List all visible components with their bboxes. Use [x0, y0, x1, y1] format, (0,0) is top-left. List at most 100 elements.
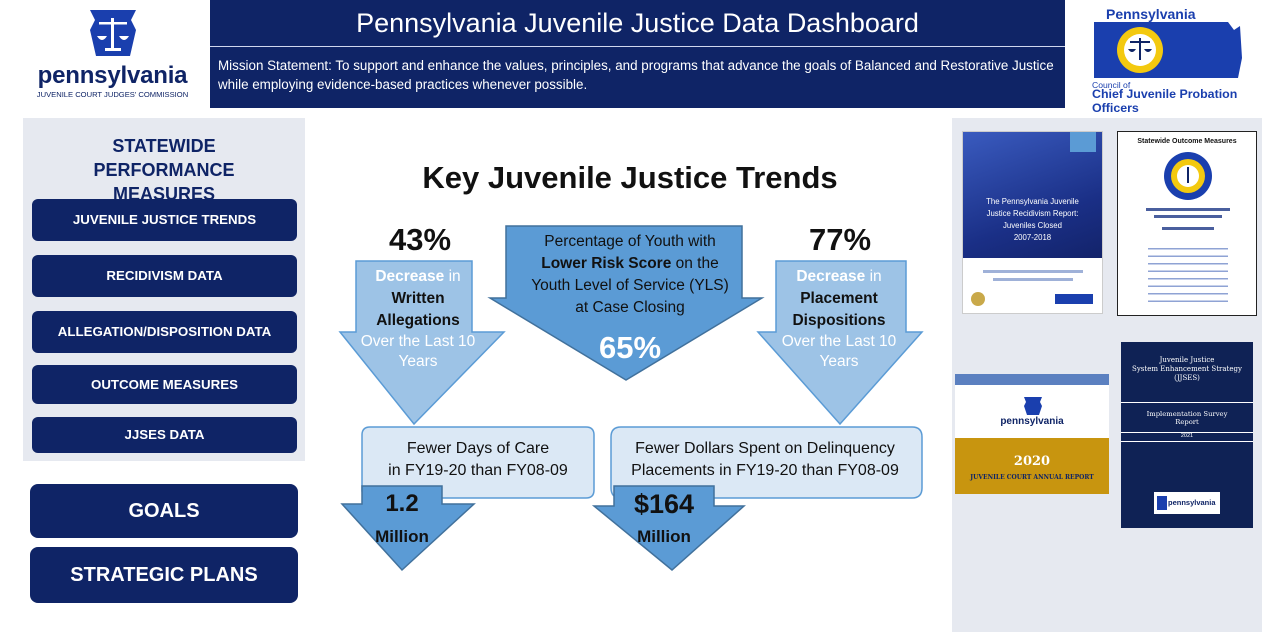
goals-button[interactable]: GOALS	[30, 484, 298, 538]
cover-band	[955, 374, 1109, 385]
allegations-written-word: Written	[391, 290, 445, 307]
days-of-care-arrow	[340, 485, 476, 572]
lower-risk-arrow	[487, 225, 765, 381]
jjses-line1: Juvenile Justice	[1159, 356, 1215, 364]
cover-contents-list	[1148, 242, 1228, 308]
mission-statement: Mission Statement: To support and enhanc…	[218, 58, 1054, 92]
jjses-mini-logo: pennsylvania	[1154, 492, 1220, 514]
cover-line1: The Pennsylvania Juvenile	[986, 197, 1079, 206]
cover-text-line	[993, 278, 1073, 281]
days-of-care-number: 1.2	[385, 490, 419, 517]
jjses-line5: Report	[1175, 418, 1199, 426]
placement-dispositions-word: Dispositions	[792, 312, 886, 329]
dollars-spent-number: $164	[633, 489, 695, 519]
pa-map-seal-icon	[1094, 22, 1242, 78]
trends-title: Key Juvenile Justice Trends	[422, 160, 838, 195]
dollars-spent-box	[610, 426, 923, 499]
days-of-care-box	[361, 426, 595, 499]
council-seal-icon	[1164, 152, 1212, 200]
page-title: Pennsylvania Juvenile Justice Data Dashb…	[356, 8, 919, 38]
dollars-spent-line2: Placements in FY19-20 than FY08-09	[631, 462, 899, 479]
annual-gold-band	[955, 438, 1109, 494]
written-allegations-arrow	[338, 260, 506, 426]
allegations-years: Years	[398, 353, 438, 370]
recidivism-cover-title: The Pennsylvania Juvenile Justice Recidi…	[969, 196, 1096, 244]
cover-text-line	[1154, 215, 1222, 218]
recidivism-data-button[interactable]: RECIDIVISM DATA	[32, 255, 297, 297]
jjses-cover-title: Juvenile Justice System Enhancement Stra…	[1121, 356, 1253, 383]
jjses-line3: (JJSES)	[1174, 374, 1200, 382]
performance-measures-panel: STATEWIDE PERFORMANCE MEASURES JUVENILE …	[23, 118, 305, 461]
days-of-care-text: Fewer Days of Care in FY19-20 than FY08-…	[362, 438, 594, 482]
placement-label: Decrease in Placement Dispositions Over …	[768, 266, 910, 372]
keystone-icon	[1157, 496, 1167, 510]
cover-line4: 2007-2018	[1013, 233, 1052, 242]
panel-title: STATEWIDE PERFORMANCE MEASURES	[93, 136, 235, 204]
annual-year: 2020	[1013, 454, 1051, 469]
cover-tab	[1070, 132, 1096, 152]
placement-years: Years	[819, 353, 859, 370]
lower-risk-on-the: on the	[671, 255, 719, 272]
cover-rule	[1121, 441, 1253, 442]
outcome-cover-title: Statewide Outcome Measures	[1137, 138, 1237, 145]
jjses-line4: Implementation Survey	[1146, 410, 1228, 418]
placement-decrease-word: Decrease	[796, 268, 866, 285]
allegations-word: Allegations	[376, 312, 460, 329]
recidivism-report-cover[interactable]: The Pennsylvania Juvenile Justice Recidi…	[962, 131, 1103, 314]
allegations-period: Over the Last 10	[360, 333, 476, 350]
days-of-care-unit: Million	[375, 527, 429, 546]
lower-risk-line4: at Case Closing	[575, 299, 685, 316]
lower-risk-line3: Youth Level of Service (YLS)	[531, 277, 729, 294]
placement-word: Placement	[800, 290, 878, 307]
council-logo: Pennsylvania Council of Chief Juvenile P…	[1088, 4, 1258, 115]
lower-risk-line1: Percentage of Youth with	[544, 233, 716, 250]
placement-in-word: in	[865, 268, 882, 285]
jjses-report-cover[interactable]: Juvenile Justice System Enhancement Stra…	[1121, 342, 1253, 528]
jcjc-logo: pennsylvania JUVENILE COURT JUDGES' COMM…	[30, 8, 195, 100]
dollars-spent-unit: Million	[637, 527, 691, 546]
cover-art	[963, 132, 1102, 258]
placement-dispositions-arrow	[756, 260, 924, 426]
juvenile-justice-trends-button[interactable]: JUVENILE JUSTICE TRENDS	[32, 199, 297, 241]
allegation-disposition-data-button[interactable]: ALLEGATION/DISPOSITION DATA	[32, 311, 297, 353]
annual-caption: JUVENILE COURT ANNUAL REPORT	[970, 474, 1094, 481]
lower-risk-label: Percentage of Youth with Lower Risk Scor…	[505, 231, 755, 319]
header-banner: Pennsylvania Juvenile Justice Data Dashb…	[210, 0, 1065, 108]
trend-arrows-graphic	[338, 225, 924, 572]
lower-risk-strong: Lower Risk Score	[541, 255, 672, 272]
jcjc-mini-logo	[1055, 294, 1093, 304]
council-logo-name: Chief Juvenile Probation Officers	[1092, 87, 1238, 115]
jjses-data-button[interactable]: JJSES DATA	[32, 417, 297, 453]
keystone-icon	[1024, 397, 1042, 415]
days-of-care-line1: Fewer Days of Care	[406, 440, 550, 457]
cover-text-line	[983, 270, 1083, 273]
allegations-percent: 43%	[388, 222, 452, 257]
logo-wordmark: pennsylvania	[37, 62, 188, 89]
strategic-plans-button[interactable]: STRATEGIC PLANS	[30, 547, 298, 603]
placement-period: Over the Last 10	[781, 333, 897, 350]
allegations-decrease-word: Decrease	[375, 268, 445, 285]
lower-risk-percent: 65%	[598, 330, 662, 365]
allegations-in-word: in	[444, 268, 461, 285]
annual-report-cover[interactable]: pennsylvania 2020 JUVENILE COURT ANNUAL …	[955, 374, 1109, 494]
cover-text-line	[1146, 208, 1230, 211]
cover-rule	[1121, 402, 1253, 403]
seal-icon	[971, 292, 985, 306]
cover-line2: Justice Recidivism Report:	[986, 209, 1079, 218]
outcome-measures-button[interactable]: OUTCOME MEASURES	[32, 365, 297, 404]
placement-percent: 77%	[808, 222, 872, 257]
header-divider	[210, 46, 1065, 47]
allegations-label: Decrease in Written Allegations Over the…	[348, 266, 488, 372]
dollars-spent-text: Fewer Dollars Spent on Delinquency Place…	[612, 438, 918, 482]
logo-subtitle: JUVENILE COURT JUDGES' COMMISSION	[36, 90, 189, 99]
cover-line3: Juveniles Closed	[1003, 221, 1062, 230]
cover-text-line	[1162, 227, 1214, 230]
dollars-spent-line1: Fewer Dollars Spent on Delinquency	[635, 440, 895, 457]
keystone-scales-icon	[90, 10, 136, 56]
cover-rule	[1121, 432, 1253, 433]
council-logo-state: Pennsylvania	[1106, 6, 1196, 22]
jjses-line2: System Enhancement Strategy	[1132, 365, 1242, 373]
days-of-care-line2: in FY19-20 than FY08-09	[388, 462, 568, 479]
council-logo-small: Council of	[1092, 80, 1131, 90]
outcome-measures-cover[interactable]: Statewide Outcome Measures	[1117, 131, 1257, 316]
